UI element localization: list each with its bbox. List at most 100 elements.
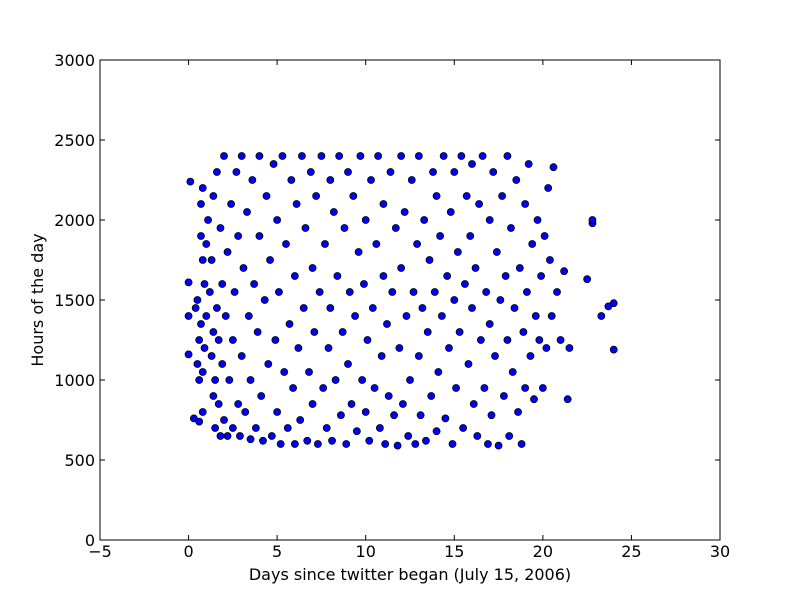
scatter-point <box>324 344 333 352</box>
scatter-point <box>331 376 340 384</box>
scatter-point <box>365 436 374 445</box>
scatter-point <box>519 328 528 336</box>
scatter-point <box>253 328 262 336</box>
scatter-point <box>305 368 313 376</box>
scatter-point <box>209 328 218 336</box>
scatter-point <box>184 350 193 359</box>
scatter-point <box>337 411 345 420</box>
scatter-point <box>377 352 386 360</box>
scatter-point <box>211 424 220 432</box>
scatter-point <box>333 272 342 280</box>
scatter-point <box>326 304 335 312</box>
scatter-point <box>290 272 299 280</box>
scatter-point <box>414 352 423 360</box>
scatter-point <box>492 248 501 256</box>
scatter-point <box>237 152 246 160</box>
scatter-point <box>198 256 207 264</box>
scatter-point <box>367 176 375 184</box>
x-tick-label: 25 <box>621 542 641 561</box>
scatter-point <box>313 440 322 448</box>
scatter-point <box>237 352 246 360</box>
y-tick-label: 3000 <box>54 51 95 70</box>
scatter-point <box>549 163 558 172</box>
scatter-point <box>255 152 264 160</box>
scatter-point <box>609 345 618 354</box>
scatter-point <box>588 216 597 224</box>
scatter-point <box>436 232 445 240</box>
scatter-point <box>469 400 478 408</box>
scatter-point <box>515 264 524 272</box>
scatter-point <box>209 392 218 400</box>
scatter-point <box>383 320 391 328</box>
scatter-point <box>563 395 572 404</box>
scatter-point <box>340 224 349 232</box>
scatter-point <box>251 424 260 432</box>
scatter-point <box>328 436 336 445</box>
scatter-point <box>466 232 475 240</box>
scatter-point <box>437 312 446 320</box>
scatter-point <box>468 160 476 168</box>
scatter-point <box>319 384 328 392</box>
scatter-point <box>223 248 232 256</box>
scatter-point <box>326 176 335 184</box>
scatter-point <box>255 232 264 240</box>
scatter-point <box>476 336 485 344</box>
y-tick-label: 0 <box>85 531 95 550</box>
scatter-point <box>443 272 452 280</box>
scatter-point <box>521 384 530 392</box>
scatter-point <box>597 312 606 320</box>
scatter-point <box>301 224 310 232</box>
scatter-point <box>191 304 200 312</box>
scatter-point <box>455 328 464 336</box>
scatter-point <box>537 272 545 280</box>
scatter-point <box>202 240 211 248</box>
scatter-point <box>342 440 351 448</box>
scatter-point <box>207 352 216 360</box>
x-tick-label: 10 <box>356 542 376 561</box>
scatter-point <box>418 304 427 312</box>
scatter-point <box>216 432 225 440</box>
scatter-point <box>441 414 450 423</box>
scatter-point <box>354 248 363 256</box>
scatter-point <box>565 344 574 352</box>
scatter-point <box>379 272 388 280</box>
scatter-point <box>352 427 361 436</box>
scatter-point <box>609 299 618 308</box>
scatter-point <box>468 304 476 312</box>
scatter-point <box>236 432 244 440</box>
scatter-point <box>473 432 482 440</box>
scatter-point <box>480 384 489 392</box>
scatter-point <box>230 288 239 296</box>
scatter-point <box>432 192 441 200</box>
scatter-point <box>397 152 406 160</box>
y-tick-label: 2500 <box>54 131 95 150</box>
scatter-point <box>322 424 331 432</box>
scatter-point <box>530 395 538 404</box>
scatter-point <box>363 336 372 344</box>
scatter-point <box>205 288 214 296</box>
scatter-point <box>248 176 257 184</box>
scatter-point <box>510 304 519 312</box>
scatter-point <box>234 232 243 240</box>
scatter-point <box>267 432 276 440</box>
scatter-point <box>227 200 235 208</box>
x-tick-label: −5 <box>88 542 112 561</box>
scatter-point <box>259 436 267 445</box>
scatter-point <box>448 440 457 448</box>
scatter-point <box>260 296 269 304</box>
scatter-point <box>349 192 358 200</box>
scatter-point <box>422 436 430 445</box>
scatter-point <box>413 240 421 248</box>
scatter-point <box>273 408 282 416</box>
scatter-point <box>184 278 193 287</box>
scatter-point <box>420 216 429 224</box>
scatter-point <box>278 152 287 160</box>
scatter-point <box>508 368 517 376</box>
scatter-point <box>276 440 285 448</box>
scatter-point <box>296 416 305 424</box>
scatter-point <box>475 200 483 208</box>
scatter-point <box>446 208 455 216</box>
scatter-point <box>464 360 473 368</box>
